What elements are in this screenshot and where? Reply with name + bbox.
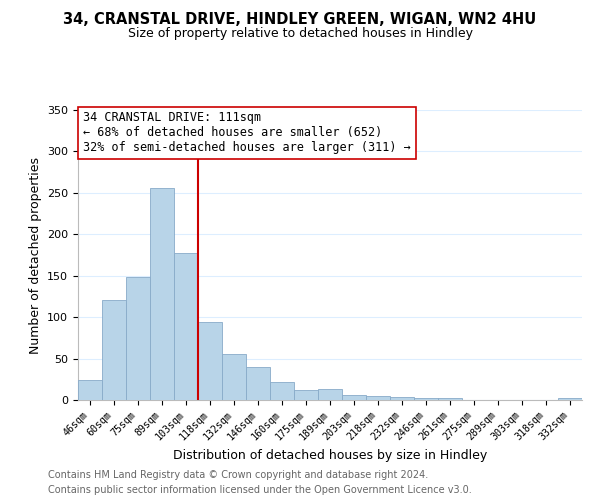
Bar xyxy=(558,398,582,400)
Bar xyxy=(318,389,342,400)
Bar xyxy=(222,354,246,400)
Bar xyxy=(366,396,390,400)
Bar xyxy=(390,396,414,400)
X-axis label: Distribution of detached houses by size in Hindley: Distribution of detached houses by size … xyxy=(173,449,487,462)
Bar xyxy=(438,398,462,400)
Bar xyxy=(270,382,294,400)
Bar xyxy=(102,300,126,400)
Text: Contains public sector information licensed under the Open Government Licence v3: Contains public sector information licen… xyxy=(48,485,472,495)
Bar xyxy=(414,398,438,400)
Text: Contains HM Land Registry data © Crown copyright and database right 2024.: Contains HM Land Registry data © Crown c… xyxy=(48,470,428,480)
Bar xyxy=(294,390,318,400)
Bar xyxy=(150,188,174,400)
Bar xyxy=(198,322,222,400)
Bar xyxy=(126,278,150,400)
Bar xyxy=(78,380,102,400)
Bar xyxy=(342,395,366,400)
Text: 34, CRANSTAL DRIVE, HINDLEY GREEN, WIGAN, WN2 4HU: 34, CRANSTAL DRIVE, HINDLEY GREEN, WIGAN… xyxy=(64,12,536,28)
Text: 34 CRANSTAL DRIVE: 111sqm
← 68% of detached houses are smaller (652)
32% of semi: 34 CRANSTAL DRIVE: 111sqm ← 68% of detac… xyxy=(83,112,411,154)
Bar xyxy=(174,252,198,400)
Text: Size of property relative to detached houses in Hindley: Size of property relative to detached ho… xyxy=(128,28,473,40)
Bar xyxy=(246,367,270,400)
Y-axis label: Number of detached properties: Number of detached properties xyxy=(29,156,41,354)
